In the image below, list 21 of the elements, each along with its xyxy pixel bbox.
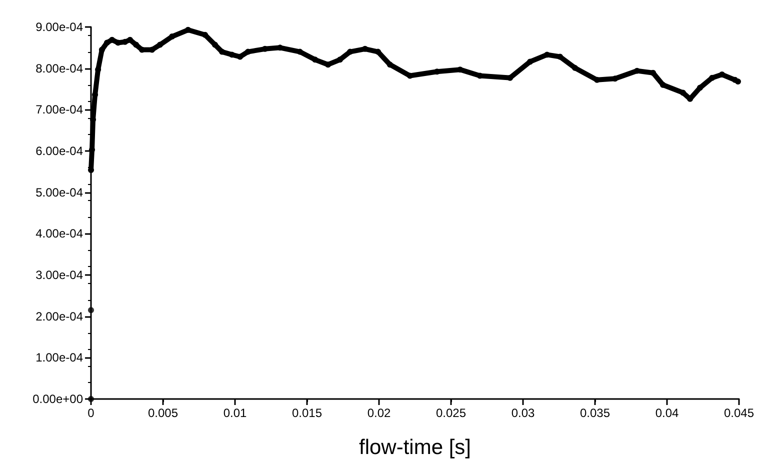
y-tick-label: 2.00e-04: [36, 309, 84, 324]
y-tick-label: 1.00e-04: [36, 350, 84, 365]
x-tick-label: 0.005: [148, 406, 178, 420]
x-tick-label: 0.04: [655, 406, 679, 420]
y-tick-label: 4.00e-04: [36, 226, 84, 241]
y-tick-label: 8.00e-04: [36, 61, 84, 76]
x-tick-label: 0.035: [580, 406, 610, 420]
y-tick-label: 0.00e+00: [32, 392, 84, 406]
x-tick-label: 0.045: [724, 406, 754, 420]
x-tick-label: 0.02: [367, 406, 391, 420]
x-axis-title: flow-time [s]: [358, 436, 472, 459]
x-tick-label: 0: [88, 406, 95, 420]
y-tick-label: 9.00e-04: [36, 20, 84, 34]
y-tick-label: 7.00e-04: [36, 102, 84, 117]
x-tick-label: 0.015: [292, 406, 322, 420]
x-tick-label: 0.03: [511, 406, 535, 420]
y-tick-label: 3.00e-04: [36, 268, 84, 282]
y-tick-label: 6.00e-04: [36, 144, 84, 158]
y-tick-label: 5.00e-04: [36, 185, 84, 200]
x-tick-label: 0.01: [223, 406, 247, 420]
x-tick-label: 0.025: [436, 406, 466, 420]
